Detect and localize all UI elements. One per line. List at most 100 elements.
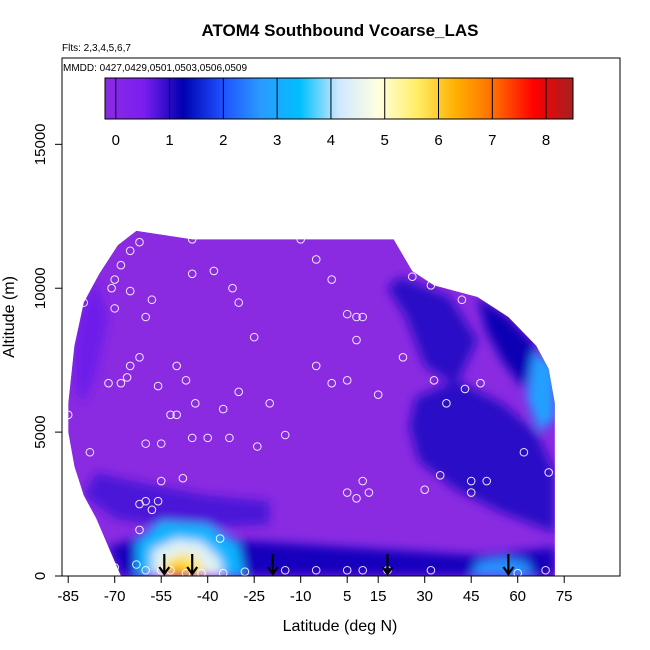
sample-point — [358, 476, 368, 486]
heatmap-region-upper-right-blue — [387, 276, 478, 387]
sample-point — [364, 488, 374, 497]
x-axis-label: Latitude (deg N) — [283, 618, 398, 635]
sample-point — [135, 525, 144, 535]
x-tick-label: 60 — [509, 588, 526, 605]
flight-marker-arrow — [502, 554, 515, 576]
sample-point — [156, 476, 166, 486]
sample-point — [352, 494, 361, 503]
sample-point — [342, 565, 352, 575]
sample-point — [141, 439, 150, 448]
sample-point — [544, 468, 554, 477]
sample-point — [442, 399, 451, 408]
sample-point — [85, 447, 95, 457]
sample-point — [249, 332, 259, 342]
chart-title: ATOM4 Southbound Vcoarse_LAS — [201, 21, 478, 40]
heatmap-region-right-blue-mass — [409, 380, 555, 533]
sample-point — [398, 235, 408, 244]
sample-point — [435, 470, 445, 480]
sample-point — [63, 410, 73, 420]
sample-point — [141, 565, 150, 575]
sample-point — [203, 433, 212, 443]
x-axis: -85 -70 -55 -40 -25 -10 5 15 30 45 60 75 — [57, 576, 573, 605]
sample-point — [296, 235, 306, 244]
sample-point — [311, 361, 321, 371]
sample-point — [234, 298, 243, 307]
flight-markers — [158, 554, 515, 576]
heatmap-region-right-surface-blue — [471, 557, 534, 576]
sample-point — [125, 246, 135, 256]
sample-point — [215, 534, 225, 543]
sample-point — [352, 335, 361, 345]
sample-point — [466, 476, 476, 486]
sample-point — [116, 378, 126, 388]
x-tick-label: 75 — [556, 588, 573, 605]
sample-point — [110, 563, 119, 572]
sample-point — [280, 565, 290, 575]
sample-point — [79, 298, 88, 307]
sample-point — [181, 568, 191, 578]
colorbar-tick-label: 2 — [219, 132, 227, 149]
sample-point — [156, 439, 166, 448]
y-axis: 0 5000 10000 15000 — [32, 123, 62, 580]
sample-point — [342, 309, 352, 319]
sample-point — [147, 505, 157, 515]
sample-point — [352, 312, 361, 322]
sample-point — [135, 352, 144, 362]
sample-point — [166, 410, 175, 420]
x-tick-label: 45 — [463, 588, 480, 605]
sample-point — [187, 235, 197, 244]
sample-point — [187, 433, 197, 443]
x-tick-label: -55 — [150, 588, 172, 605]
x-tick-label: -25 — [243, 588, 265, 605]
sample-point — [178, 473, 188, 483]
colorbar-tick-label: 8 — [542, 132, 550, 149]
sample-point — [107, 283, 116, 293]
x-tick-label: -10 — [290, 588, 312, 605]
sample-point — [191, 399, 200, 408]
sample-point — [172, 410, 181, 420]
y-tick-label: 0 — [32, 572, 49, 580]
colorbar-tick-label: 4 — [327, 132, 335, 149]
sample-point — [327, 275, 337, 284]
sample-point — [429, 376, 439, 385]
sample-point — [172, 361, 181, 371]
sample-point — [420, 485, 430, 494]
sample-point — [311, 565, 321, 575]
colorbar-tick-label: 1 — [165, 132, 173, 149]
flights-label: Flts: 2,3,4,5,6,7 — [62, 43, 131, 54]
colorbar-tick-label: 0 — [112, 132, 120, 149]
x-tick-label: 30 — [416, 588, 433, 605]
sample-point — [147, 295, 157, 305]
colorbar-tick-label: 6 — [434, 132, 442, 149]
sample-point — [426, 565, 436, 575]
sample-point — [265, 399, 275, 408]
y-tick-label: 15000 — [32, 123, 49, 165]
y-tick-label: 10000 — [32, 267, 49, 309]
sample-point — [141, 312, 150, 322]
sample-point — [122, 373, 132, 382]
sample-point — [541, 565, 550, 575]
heatmap-region-right-edge-light — [527, 351, 555, 433]
sample-point — [358, 312, 368, 322]
y-tick-label: 5000 — [32, 415, 49, 448]
sample-point — [116, 260, 126, 270]
heatmap-region-lower-left-band — [83, 472, 270, 530]
colorbar-tick-label: 5 — [381, 132, 389, 149]
sample-point — [104, 378, 113, 388]
sample-point — [110, 304, 119, 313]
sample-point — [519, 447, 529, 457]
y-axis-label: Altitude (m) — [1, 276, 18, 358]
x-tick-label: -40 — [197, 588, 219, 605]
sample-point — [218, 568, 228, 578]
sample-point — [342, 488, 352, 497]
heatmap-area — [68, 230, 555, 576]
x-tick-label: 5 — [343, 588, 351, 605]
sample-point — [252, 442, 262, 451]
flight-marker-arrow — [266, 554, 279, 576]
sample-point — [460, 384, 470, 394]
heatmap-region-right-ridge — [477, 296, 537, 389]
sample-point — [373, 390, 383, 400]
sample-point — [153, 496, 163, 506]
sample-point — [457, 295, 467, 305]
